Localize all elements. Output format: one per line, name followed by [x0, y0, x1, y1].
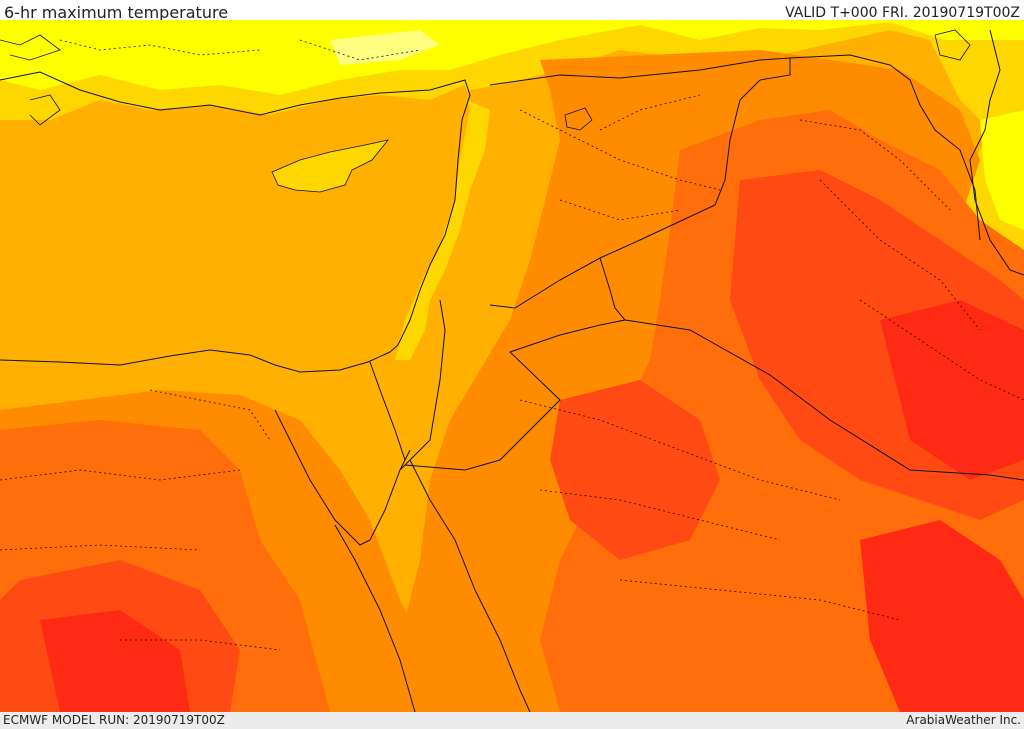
coastline-caspian	[969, 29, 1024, 276]
lake-van	[564, 107, 593, 131]
border-jordan-iraq-saudi	[404, 257, 626, 471]
coastline-egypt	[0, 349, 391, 373]
cyprus-island	[271, 139, 390, 193]
coastline-red-sea-east	[409, 459, 531, 712]
border-israel-egypt	[369, 361, 406, 461]
mediterranean-sea	[0, 85, 470, 372]
coastline-aegean	[0, 34, 61, 126]
coastline-anatolia	[0, 71, 471, 353]
map-title: 6-hr maximum temperature	[4, 3, 229, 22]
zone-red-hot-sudan	[40, 610, 190, 712]
zone-zagros-yellow	[980, 110, 1024, 230]
footer-bar: ECMWF MODEL RUN: 20190719T00Z ArabiaWeat…	[0, 712, 1024, 729]
header-bar: 6-hr maximum temperature VALID T+000 FRI…	[0, 0, 1024, 22]
coastline-sinai-gulfs	[274, 299, 446, 546]
valid-time: VALID T+000 FRI. 20190719T00Z	[785, 5, 1020, 21]
model-run-label: ECMWF MODEL RUN: 20190719T00Z	[3, 713, 225, 727]
zone-yellow-bright	[0, 20, 1024, 95]
border-iraq-saudi	[624, 319, 1024, 481]
zone-red-hot-core	[880, 300, 1024, 480]
border-syria-turkey	[489, 57, 791, 86]
credit-label: ArabiaWeather Inc.	[906, 713, 1021, 727]
zone-pale-yellow	[330, 30, 440, 65]
internal-borders	[0, 39, 1024, 651]
lake-urmia	[934, 29, 971, 61]
border-iraq-syria	[489, 79, 761, 309]
red-sea	[335, 520, 440, 712]
map-canvas	[0, 20, 1024, 712]
zone-red-hot-gulf	[860, 520, 1024, 712]
temperature-map[interactable]	[0, 20, 1024, 712]
border-iran-iraq	[789, 54, 981, 241]
coastline-red-sea-west	[334, 524, 416, 712]
zone-red-arabia	[550, 380, 720, 560]
